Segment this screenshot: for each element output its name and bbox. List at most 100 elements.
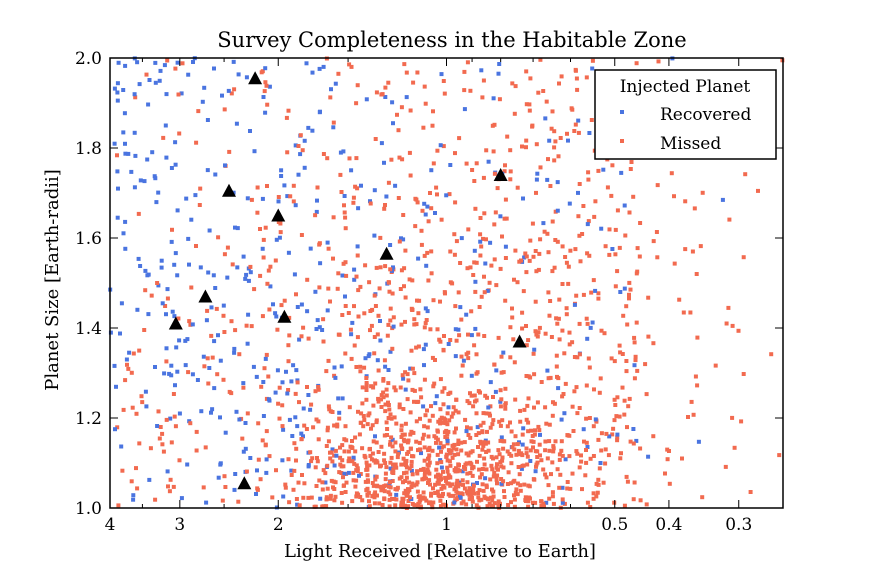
missed-point xyxy=(618,350,623,355)
recovered-point xyxy=(245,341,250,346)
missed-point xyxy=(512,447,517,452)
recovered-point xyxy=(132,92,137,97)
recovered-point xyxy=(164,346,169,351)
missed-point xyxy=(188,322,193,327)
missed-point xyxy=(386,416,391,420)
recovered-point xyxy=(341,149,346,154)
missed-point xyxy=(638,498,643,503)
missed-point xyxy=(533,299,538,304)
missed-point xyxy=(457,333,462,338)
missed-point xyxy=(547,448,552,453)
recovered-point xyxy=(136,256,141,261)
x-tick-label: 0.5 xyxy=(601,515,628,535)
missed-point xyxy=(611,426,616,431)
missed-point xyxy=(194,448,199,453)
missed-point xyxy=(134,411,139,416)
recovered-point xyxy=(320,328,325,332)
missed-point xyxy=(306,336,311,341)
missed-point xyxy=(529,439,534,444)
missed-point xyxy=(409,459,414,464)
missed-point xyxy=(216,235,221,240)
missed-point xyxy=(554,353,559,358)
missed-point xyxy=(538,165,543,170)
missed-point xyxy=(385,333,390,338)
missed-point xyxy=(115,153,119,158)
recovered-point xyxy=(453,354,458,359)
recovered-point xyxy=(223,430,228,435)
missed-point xyxy=(499,464,504,469)
recovered-point xyxy=(458,493,462,498)
missed-point xyxy=(518,408,523,413)
missed-point xyxy=(326,286,331,291)
missed-point xyxy=(467,489,472,494)
missed-point xyxy=(553,439,558,444)
missed-point xyxy=(389,416,394,421)
missed-point xyxy=(336,271,341,276)
missed-point xyxy=(399,435,404,439)
missed-point xyxy=(276,220,281,224)
missed-point xyxy=(427,460,432,465)
recovered-point xyxy=(330,447,335,452)
missed-point xyxy=(287,333,292,338)
missed-point xyxy=(534,464,538,469)
missed-point xyxy=(629,160,634,164)
missed-point xyxy=(333,494,338,499)
missed-point xyxy=(453,200,458,205)
missed-point xyxy=(573,68,578,73)
missed-point xyxy=(526,499,531,504)
missed-point xyxy=(690,249,695,254)
missed-point xyxy=(688,310,693,315)
missed-point xyxy=(494,455,499,460)
recovered-point xyxy=(321,64,326,69)
missed-point xyxy=(689,399,694,404)
missed-point xyxy=(341,261,346,266)
missed-point xyxy=(335,286,340,291)
recovered-point xyxy=(202,85,207,90)
recovered-point xyxy=(268,284,273,289)
missed-point xyxy=(244,469,249,474)
missed-point xyxy=(466,350,471,355)
missed-point xyxy=(412,322,417,327)
missed-point xyxy=(520,310,525,315)
recovered-point xyxy=(218,462,223,467)
missed-point xyxy=(342,210,347,215)
missed-point xyxy=(399,105,404,110)
recovered-point xyxy=(123,141,127,146)
recovered-point xyxy=(284,369,288,374)
missed-point xyxy=(550,269,555,274)
missed-point xyxy=(408,410,413,415)
missed-point xyxy=(515,280,520,285)
recovered-point xyxy=(339,364,344,369)
missed-point xyxy=(312,504,317,509)
recovered-point xyxy=(494,368,499,373)
missed-point xyxy=(311,425,316,430)
missed-point xyxy=(573,122,578,127)
missed-point xyxy=(546,250,551,255)
missed-point xyxy=(344,273,349,278)
missed-point xyxy=(530,221,535,226)
missed-point xyxy=(445,481,450,486)
missed-point xyxy=(520,326,525,331)
missed-point xyxy=(536,90,541,95)
missed-point xyxy=(340,458,345,463)
missed-point xyxy=(471,483,476,488)
missed-point xyxy=(422,424,427,429)
recovered-point xyxy=(342,471,347,476)
missed-point xyxy=(390,444,395,449)
missed-point xyxy=(437,494,442,499)
recovered-point xyxy=(314,209,319,214)
missed-point xyxy=(511,337,516,342)
recovered-point xyxy=(236,72,241,77)
recovered-point xyxy=(340,273,345,278)
recovered-point xyxy=(429,168,434,173)
missed-point xyxy=(564,306,569,311)
missed-point xyxy=(484,411,489,416)
recovered-point xyxy=(325,308,330,313)
recovered-point xyxy=(318,261,323,266)
recovered-point xyxy=(308,407,313,412)
missed-point xyxy=(400,496,405,501)
missed-point xyxy=(340,313,345,317)
missed-point xyxy=(437,477,442,482)
missed-point xyxy=(739,419,744,424)
missed-point xyxy=(748,490,753,494)
